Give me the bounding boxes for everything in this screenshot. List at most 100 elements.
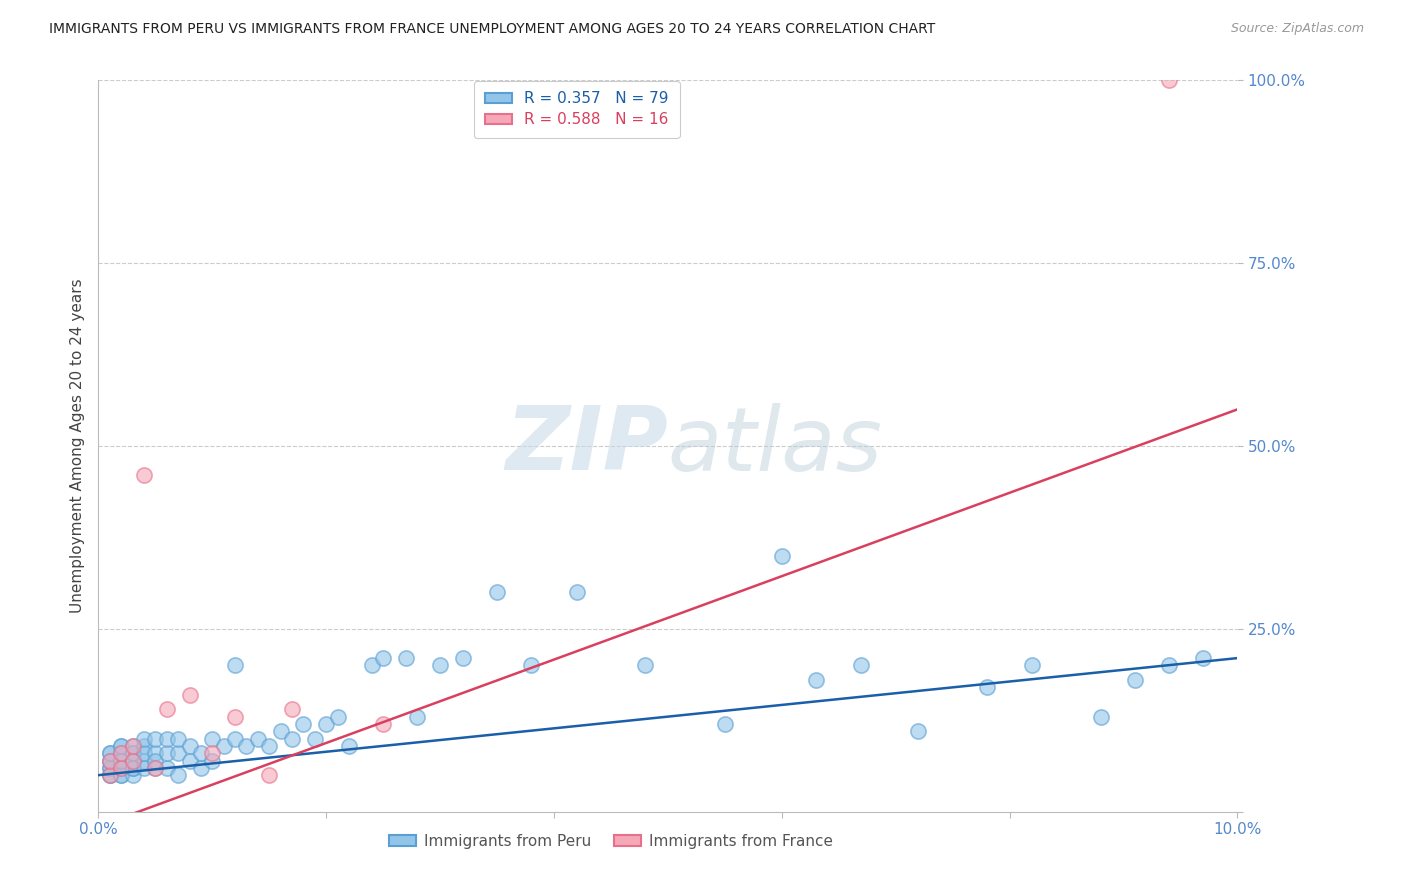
Point xyxy=(121,754,143,768)
Point xyxy=(110,754,132,768)
Point xyxy=(304,731,326,746)
Point xyxy=(337,739,360,753)
Point xyxy=(634,658,657,673)
Point xyxy=(851,658,873,673)
Point xyxy=(98,754,121,768)
Point xyxy=(121,761,143,775)
Text: IMMIGRANTS FROM PERU VS IMMIGRANTS FROM FRANCE UNEMPLOYMENT AMONG AGES 20 TO 24 : IMMIGRANTS FROM PERU VS IMMIGRANTS FROM … xyxy=(49,22,935,37)
Point xyxy=(281,731,304,746)
Point xyxy=(121,746,143,760)
Point xyxy=(714,717,737,731)
Point xyxy=(132,468,155,483)
Point xyxy=(110,761,132,775)
Point xyxy=(145,761,167,775)
Point xyxy=(121,746,143,760)
Point xyxy=(1192,651,1215,665)
Y-axis label: Unemployment Among Ages 20 to 24 years: Unemployment Among Ages 20 to 24 years xyxy=(69,278,84,614)
Point xyxy=(167,768,190,782)
Point xyxy=(270,724,292,739)
Point xyxy=(179,754,201,768)
Point xyxy=(145,731,167,746)
Point xyxy=(121,739,143,753)
Point xyxy=(179,688,201,702)
Point xyxy=(976,681,998,695)
Point xyxy=(201,754,224,768)
Point xyxy=(281,702,304,716)
Point xyxy=(486,585,509,599)
Point xyxy=(98,754,121,768)
Point xyxy=(110,739,132,753)
Point xyxy=(804,673,827,687)
Point xyxy=(907,724,929,739)
Point xyxy=(132,746,155,760)
Point xyxy=(395,651,418,665)
Point xyxy=(429,658,451,673)
Point xyxy=(190,746,212,760)
Point xyxy=(110,754,132,768)
Point xyxy=(406,709,429,723)
Point xyxy=(224,709,246,723)
Point xyxy=(520,658,543,673)
Point xyxy=(373,651,395,665)
Point xyxy=(98,761,121,775)
Point xyxy=(98,746,121,760)
Point xyxy=(179,739,201,753)
Point xyxy=(190,761,212,775)
Point xyxy=(98,768,121,782)
Point xyxy=(132,731,155,746)
Point xyxy=(235,739,257,753)
Point xyxy=(145,746,167,760)
Point xyxy=(156,761,179,775)
Point xyxy=(156,731,179,746)
Point xyxy=(259,768,281,782)
Point xyxy=(110,761,132,775)
Point xyxy=(110,746,132,760)
Point xyxy=(1021,658,1043,673)
Point xyxy=(132,739,155,753)
Point xyxy=(1157,658,1180,673)
Point xyxy=(145,754,167,768)
Point xyxy=(373,717,395,731)
Point xyxy=(145,761,167,775)
Point xyxy=(121,739,143,753)
Point xyxy=(259,739,281,753)
Point xyxy=(224,658,246,673)
Legend: Immigrants from Peru, Immigrants from France: Immigrants from Peru, Immigrants from Fr… xyxy=(382,828,839,855)
Point xyxy=(121,768,143,782)
Point xyxy=(110,739,132,753)
Point xyxy=(98,768,121,782)
Point xyxy=(156,702,179,716)
Point xyxy=(565,585,588,599)
Point xyxy=(212,739,235,753)
Point xyxy=(110,768,132,782)
Point xyxy=(326,709,349,723)
Point xyxy=(98,761,121,775)
Point xyxy=(98,768,121,782)
Point xyxy=(1090,709,1112,723)
Point xyxy=(201,731,224,746)
Point xyxy=(292,717,315,731)
Point xyxy=(110,761,132,775)
Point xyxy=(315,717,337,731)
Text: Source: ZipAtlas.com: Source: ZipAtlas.com xyxy=(1230,22,1364,36)
Point xyxy=(167,731,190,746)
Text: ZIP: ZIP xyxy=(505,402,668,490)
Point xyxy=(121,754,143,768)
Point xyxy=(246,731,269,746)
Text: atlas: atlas xyxy=(668,403,883,489)
Point xyxy=(132,761,155,775)
Point xyxy=(98,754,121,768)
Point xyxy=(98,746,121,760)
Point xyxy=(121,761,143,775)
Point xyxy=(156,746,179,760)
Point xyxy=(167,746,190,760)
Point xyxy=(201,746,224,760)
Point xyxy=(132,754,155,768)
Point xyxy=(1157,73,1180,87)
Point xyxy=(110,746,132,760)
Point xyxy=(1123,673,1146,687)
Point xyxy=(770,549,793,563)
Point xyxy=(224,731,246,746)
Point xyxy=(360,658,382,673)
Point xyxy=(110,768,132,782)
